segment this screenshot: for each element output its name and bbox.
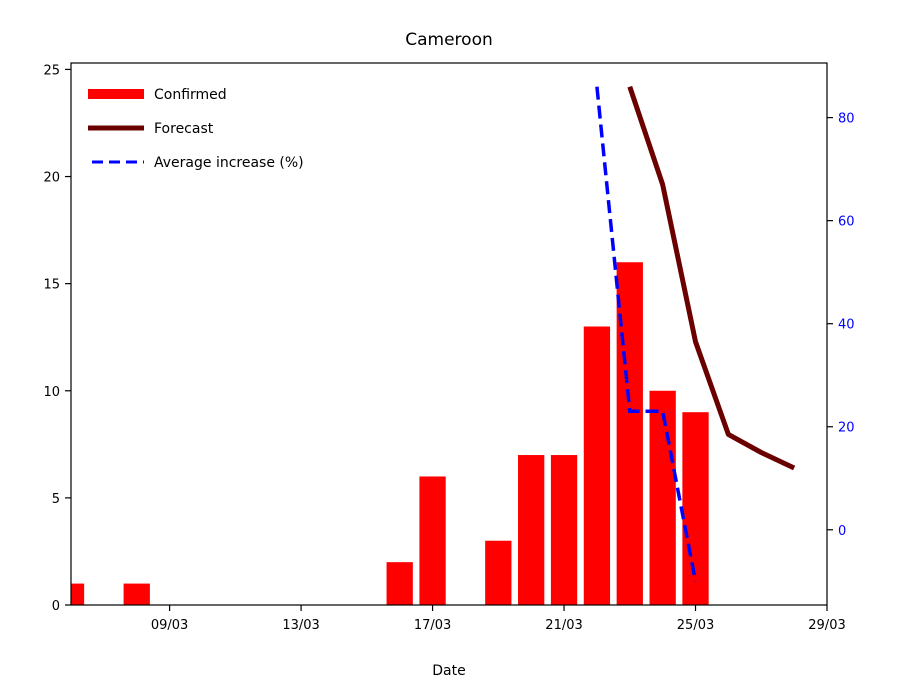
x-tick-label: 13/03 — [282, 618, 319, 633]
bar-confirmed — [518, 455, 545, 605]
y2-tick-label: 80 — [838, 112, 855, 127]
x-tick-label: 17/03 — [414, 618, 451, 633]
x-tick-label: 29/03 — [808, 618, 845, 633]
x-tick-label: 09/03 — [151, 618, 188, 633]
forecast-line — [627, 85, 796, 471]
legend: Confirmed Forecast Average increase (%) — [88, 87, 304, 171]
legend-label: Average increase (%) — [154, 155, 304, 171]
x-tick-label: 21/03 — [545, 618, 582, 633]
x-axis: 09/03 13/03 17/03 21/03 25/03 29/03 — [151, 605, 846, 633]
y-tick-label: 25 — [43, 63, 60, 78]
y2-tick-label: 20 — [838, 421, 855, 436]
y2-tick-label: 60 — [838, 215, 855, 230]
bars-layer — [71, 262, 709, 605]
bar-confirmed — [71, 583, 85, 605]
bar-confirmed — [649, 390, 676, 605]
bar-confirmed — [550, 455, 578, 605]
bar-confirmed — [123, 583, 150, 605]
bar-confirmed — [386, 562, 413, 605]
x-tick-label: 25/03 — [677, 618, 714, 633]
bar-confirmed — [583, 326, 611, 605]
legend-swatch-confirmed — [88, 89, 144, 99]
legend-label: Forecast — [154, 121, 214, 137]
y2-tick-label: 0 — [838, 524, 846, 539]
bar-confirmed — [419, 476, 446, 605]
legend-label: Confirmed — [154, 87, 227, 103]
y-axis-right: 0 20 40 60 80 — [827, 112, 855, 539]
bar-confirmed — [682, 412, 709, 605]
average-increase-line — [595, 86, 698, 582]
y-tick-label: 5 — [52, 492, 60, 507]
x-axis-label: Date — [432, 663, 465, 679]
y-tick-label: 0 — [52, 599, 60, 614]
bar-confirmed — [485, 540, 512, 605]
y-axis-left: 0 5 10 15 20 25 — [43, 63, 71, 614]
lines-layer — [595, 85, 796, 582]
y2-tick-label: 40 — [838, 318, 855, 333]
y-tick-label: 20 — [43, 171, 60, 186]
chart-title: Cameroon — [405, 30, 493, 50]
plot-frame — [70, 62, 828, 606]
y-tick-label: 10 — [43, 385, 60, 400]
y-tick-label: 15 — [43, 278, 60, 293]
